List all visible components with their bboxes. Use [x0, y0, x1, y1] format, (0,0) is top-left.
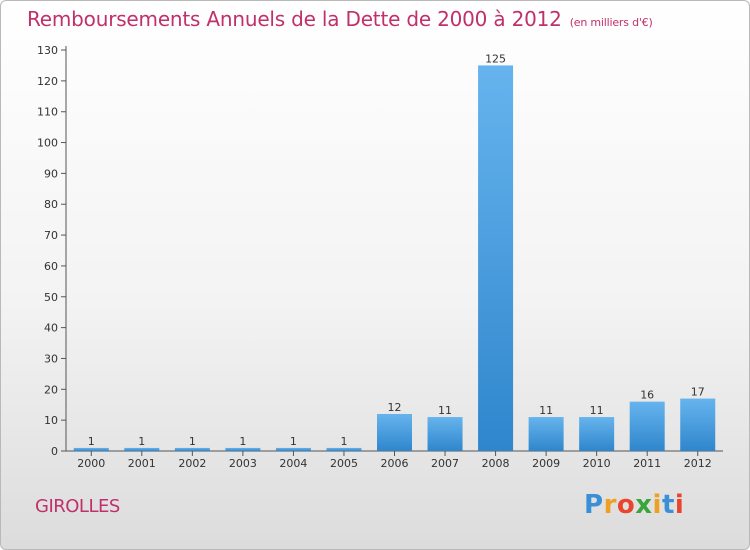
- bars: [73, 65, 716, 451]
- bar-2008: [478, 65, 514, 451]
- value-label-2004: 1: [290, 435, 297, 448]
- y-tick-label: 60: [44, 260, 58, 273]
- x-tick-label-2010: 2010: [583, 457, 611, 470]
- value-label-2007: 11: [438, 404, 452, 417]
- x-tick-label-2003: 2003: [229, 457, 257, 470]
- chart-title: Remboursements Annuels de la Dette de 20…: [27, 7, 653, 31]
- bar-2012: [680, 398, 716, 451]
- chart-title-text: Remboursements Annuels de la Dette de 20…: [27, 7, 562, 31]
- y-tick-label: 50: [44, 291, 58, 304]
- bar-2006: [377, 413, 412, 451]
- logo-letter: t: [661, 490, 675, 520]
- bar-2011: [629, 401, 665, 451]
- city-name: GIROLLES: [35, 496, 120, 517]
- logo-letter: x: [635, 490, 653, 520]
- bar-2005: [326, 447, 362, 451]
- x-tick-label-2008: 2008: [482, 457, 510, 470]
- y-tick-label: 20: [44, 383, 58, 396]
- value-label-2006: 12: [388, 401, 402, 414]
- value-label-2011: 16: [640, 389, 654, 402]
- bar-2007: [427, 417, 463, 451]
- bar-2001: [124, 447, 160, 451]
- y-tick-label: 130: [37, 44, 58, 57]
- value-label-2003: 1: [239, 435, 246, 448]
- value-label-2002: 1: [189, 435, 196, 448]
- y-tick-label: 40: [44, 322, 58, 335]
- value-label-2012: 17: [691, 386, 705, 399]
- x-tick-label-2006: 2006: [381, 457, 409, 470]
- y-tick-label: 120: [37, 75, 58, 88]
- y-tick-label: 80: [44, 198, 58, 211]
- bar-2003: [225, 447, 261, 451]
- y-tick-label: 0: [51, 445, 58, 458]
- y-tick-label: 30: [44, 352, 58, 365]
- chart-unit: (en milliers d'€): [569, 16, 653, 29]
- bar-2000: [73, 447, 109, 451]
- bar-2009: [528, 417, 564, 451]
- y-tick-label: 10: [44, 414, 58, 427]
- x-tick-label-2005: 2005: [330, 457, 358, 470]
- value-label-2001: 1: [138, 435, 145, 448]
- x-tick-label-2001: 2001: [128, 457, 156, 470]
- proxiti-logo: Proxiti: [584, 490, 684, 520]
- bar-2004: [275, 447, 311, 451]
- x-tick-label-2012: 2012: [684, 457, 712, 470]
- value-label-2010: 11: [590, 404, 604, 417]
- axes: 0 10 20 30 40 50 60 70 80 90 100 110 120 130 2000 2001 2…: [37, 44, 723, 470]
- logo-letter: r: [603, 490, 617, 520]
- value-label-2000: 1: [88, 435, 95, 448]
- logo-letter: i: [652, 490, 662, 520]
- y-tick-label: 100: [37, 137, 58, 150]
- value-label-2005: 1: [340, 435, 347, 448]
- logo-letter: i: [674, 490, 685, 520]
- value-label-2009: 11: [539, 404, 553, 417]
- x-tick-label-2002: 2002: [178, 457, 206, 470]
- x-tick-label-2007: 2007: [431, 457, 459, 470]
- logo-letter: P: [584, 490, 604, 520]
- x-tick-label-2009: 2009: [532, 457, 560, 470]
- x-tick-label-2004: 2004: [279, 457, 307, 470]
- bar-2002: [174, 447, 210, 451]
- y-tick-label: 90: [44, 167, 58, 180]
- x-tick-label-2011: 2011: [633, 457, 661, 470]
- y-tick-label: 110: [37, 106, 58, 119]
- value-label-2008: 125: [485, 52, 506, 65]
- y-tick-label: 70: [44, 229, 58, 242]
- logo-letter: o: [616, 490, 636, 520]
- bar-2010: [579, 417, 615, 451]
- x-tick-label-2000: 2000: [77, 457, 105, 470]
